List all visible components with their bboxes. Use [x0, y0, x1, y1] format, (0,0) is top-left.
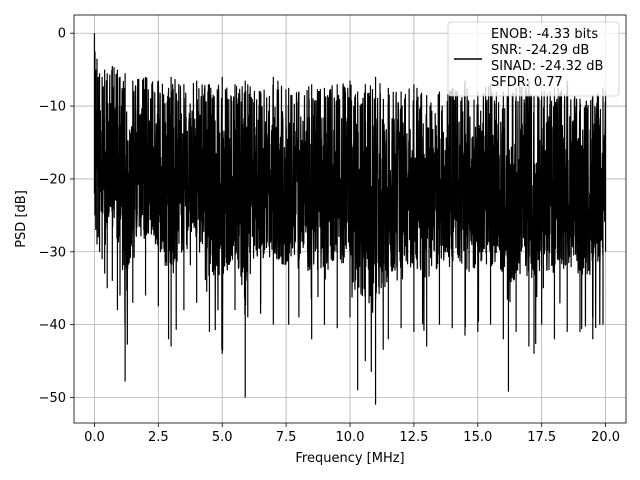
x-tick-label: 0.0 [84, 430, 105, 445]
x-tick-label: 2.5 [148, 430, 169, 445]
x-tick-label: 5.0 [212, 430, 233, 445]
y-axis-ticks: 0 −10 −20 −30 −40 −50 [39, 27, 74, 406]
x-tick-label: 20.0 [591, 430, 620, 445]
series-psd [93, 33, 607, 405]
y-tick-label: 0 [58, 27, 66, 42]
legend-entry-enob: ENOB: -4.33 bits [491, 27, 598, 42]
y-tick-label: −10 [39, 100, 66, 115]
legend-entry-sfdr: SFDR: 0.77 [491, 75, 563, 90]
psd-trace [93, 33, 607, 405]
x-tick-label: 15.0 [463, 430, 492, 445]
y-tick-label: −50 [39, 391, 66, 406]
y-axis-label: PSD [dB] [14, 190, 29, 248]
plot-area [93, 33, 607, 405]
x-axis-ticks: 0.0 2.5 5.0 7.5 10.0 12.5 15.0 17.5 20.0 [84, 423, 620, 445]
x-axis-label: Frequency [MHz] [295, 451, 404, 466]
y-tick-label: −40 [39, 318, 66, 333]
legend-entry-snr: SNR: -24.29 dB [491, 43, 589, 58]
legend: ENOB: -4.33 bits SNR: -24.29 dB SINAD: -… [447, 21, 620, 97]
y-tick-label: −20 [39, 172, 66, 187]
legend-entry-sinad: SINAD: -24.32 dB [491, 59, 603, 74]
x-tick-label: 12.5 [399, 430, 428, 445]
y-tick-label: −30 [39, 245, 66, 260]
legend-box [447, 21, 620, 97]
x-tick-label: 17.5 [527, 430, 556, 445]
x-tick-label: 7.5 [276, 430, 297, 445]
x-tick-label: 10.0 [336, 430, 365, 445]
